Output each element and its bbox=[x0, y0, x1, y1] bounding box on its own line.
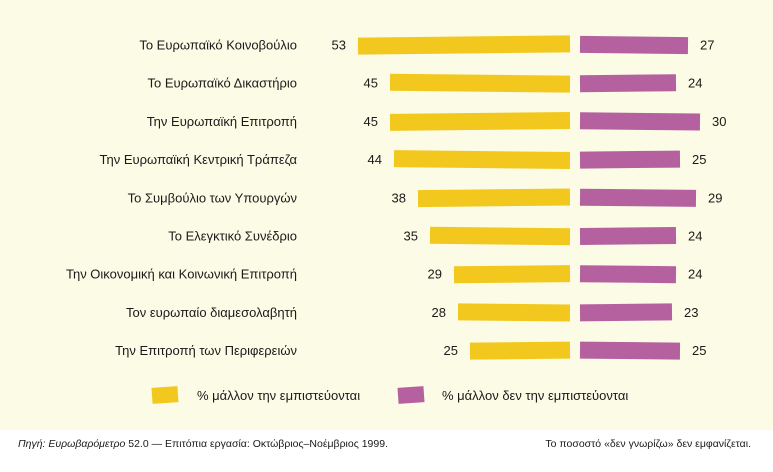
value-label-trust: 53 bbox=[332, 38, 346, 53]
value-label-trust: 28 bbox=[432, 305, 446, 320]
value-label-trust: 29 bbox=[428, 267, 442, 282]
value-label-distrust: 25 bbox=[692, 152, 706, 167]
bar-trust bbox=[457, 303, 571, 322]
source-detail: 52.0 — Επιτόπια εργασία: Οκτώβριος–Νοέμβ… bbox=[125, 438, 388, 450]
bar-chart: Το Ευρωπαϊκό Κοινοβούλιο 53 27 Το Ευρωπαϊκό… bbox=[66, 35, 726, 404]
legend-swatch-trust bbox=[151, 386, 179, 404]
value-label-trust: 45 bbox=[364, 76, 378, 91]
value-label-trust: 44 bbox=[368, 152, 382, 167]
legend-label-distrust: % μάλλον δεν την εμπιστεύονται bbox=[442, 388, 628, 403]
bar-distrust bbox=[579, 226, 677, 246]
bar-distrust bbox=[579, 341, 681, 360]
chart-area: Το Ευρωπαϊκό Κοινοβούλιο 53 27 Το Ευρωπαϊκό… bbox=[0, 0, 773, 430]
category-label: Την Επιτροπή των Περιφερειών bbox=[115, 343, 297, 358]
bar-distrust bbox=[579, 74, 677, 93]
source-note: Πηγή: Ευρωβαρόμετρο 52.0 — Επιτόπια εργα… bbox=[18, 438, 388, 450]
bar-trust bbox=[417, 188, 571, 208]
bar-trust bbox=[393, 150, 571, 170]
legend-swatch-distrust bbox=[397, 386, 425, 404]
value-label-distrust: 30 bbox=[712, 114, 726, 129]
value-label-distrust: 24 bbox=[688, 76, 702, 91]
value-label-distrust: 27 bbox=[700, 38, 714, 53]
bar-trust bbox=[389, 111, 571, 131]
bar-distrust bbox=[579, 188, 697, 207]
category-label: Τον ευρωπαίο διαμεσολαβητή bbox=[126, 305, 297, 320]
footnote: Το ποσοστό «δεν γνωρίζω» δεν εμφανίζεται… bbox=[545, 438, 751, 450]
source-label: Πηγή: bbox=[18, 438, 46, 450]
bar-trust bbox=[429, 226, 571, 246]
bar-trust bbox=[469, 341, 571, 360]
value-label-distrust: 29 bbox=[708, 190, 722, 205]
value-label-trust: 45 bbox=[364, 114, 378, 129]
bar-distrust bbox=[579, 265, 677, 284]
bar-distrust bbox=[579, 35, 689, 55]
bar-trust bbox=[357, 35, 571, 55]
value-label-distrust: 25 bbox=[692, 343, 706, 358]
value-label-distrust: 24 bbox=[688, 229, 702, 244]
value-label-trust: 38 bbox=[392, 190, 406, 205]
value-label-distrust: 23 bbox=[684, 305, 698, 320]
bar-distrust bbox=[579, 112, 701, 131]
legend-label-trust: % μάλλον την εμπιστεύονται bbox=[197, 388, 360, 403]
category-label: Το Ελεγκτικό Συνέδριο bbox=[168, 229, 297, 244]
category-label: Την Ευρωπαϊκή Κεντρική Τράπεζα bbox=[100, 152, 298, 167]
bar-trust bbox=[453, 265, 571, 284]
category-label: Το Ευρωπαϊκό Δικαστήριο bbox=[148, 76, 297, 91]
category-label: Την Οικονομική και Κοινωνική Επιτροπή bbox=[66, 267, 297, 282]
value-label-trust: 25 bbox=[444, 343, 458, 358]
value-label-trust: 35 bbox=[404, 229, 418, 244]
bar-distrust bbox=[579, 150, 681, 169]
source-name: Ευρωβαρόμετρο bbox=[48, 438, 126, 450]
category-label: Την Ευρωπαϊκή Επιτροπή bbox=[147, 114, 297, 129]
value-label-distrust: 24 bbox=[688, 267, 702, 282]
bar-distrust bbox=[579, 303, 673, 322]
bar-trust bbox=[389, 73, 571, 93]
category-label: Το Ευρωπαϊκό Κοινοβούλιο bbox=[139, 38, 297, 53]
category-label: Το Συμβούλιο των Υπουργών bbox=[128, 190, 297, 205]
